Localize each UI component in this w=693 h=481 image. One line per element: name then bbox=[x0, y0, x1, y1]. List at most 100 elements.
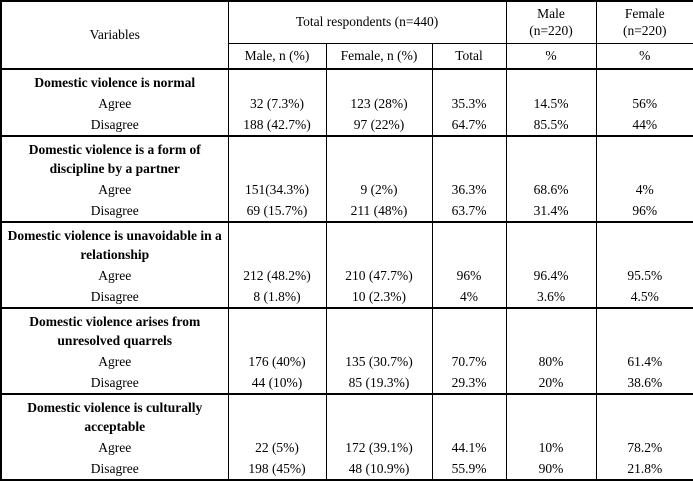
section-title: Domestic violence arises from unresolved… bbox=[0, 307, 229, 351]
table-header: Variables Total respondents (n=440) Male… bbox=[0, 1, 693, 70]
table-row: Disagree 44 (10%) 85 (19.3%) 29.3% 20% 38.6% bbox=[0, 372, 693, 394]
section-title: Domestic violence is a form of disciplin… bbox=[0, 135, 229, 179]
empty-cell bbox=[227, 393, 327, 437]
empty-cell bbox=[325, 393, 433, 437]
table-row: Agree 22 (5%) 172 (39.1%) 44.1% 10% 78.2% bbox=[0, 437, 693, 458]
table-row: Agree 212 (48.2%) 210 (47.7%) 96% 96.4% 95.5% bbox=[0, 265, 693, 286]
row-label: Disagree bbox=[0, 458, 229, 480]
empty-cell bbox=[505, 135, 597, 179]
empty-cell bbox=[227, 307, 327, 351]
cell-value: 63.7% bbox=[431, 200, 507, 222]
cell-value: 188 (42.7%) bbox=[227, 114, 327, 136]
empty-cell bbox=[505, 307, 597, 351]
empty-cell bbox=[227, 68, 327, 93]
empty-cell bbox=[595, 393, 693, 437]
cell-value: 21.8% bbox=[595, 458, 693, 480]
empty-cell bbox=[505, 221, 597, 265]
empty-cell bbox=[227, 135, 327, 179]
cell-value: 38.6% bbox=[595, 372, 693, 394]
subheader-female-percent: % bbox=[595, 43, 693, 70]
table-row: Disagree 69 (15.7%) 211 (48%) 63.7% 31.4% 96% bbox=[0, 200, 693, 222]
cell-value: 96% bbox=[431, 265, 507, 286]
section-title-row: Domestic violence is culturally acceptab… bbox=[0, 393, 693, 437]
section-title-row: Domestic violence is a form of disciplin… bbox=[0, 135, 693, 179]
section-title-row: Domestic violence is unavoidable in a re… bbox=[0, 221, 693, 265]
subheader-total: Total bbox=[431, 43, 507, 70]
cell-value: 64.7% bbox=[431, 114, 507, 136]
cell-value: 123 (28%) bbox=[325, 93, 433, 114]
cell-value: 135 (30.7%) bbox=[325, 351, 433, 372]
empty-cell bbox=[325, 135, 433, 179]
cell-value: 198 (45%) bbox=[227, 458, 327, 480]
cell-value: 4% bbox=[431, 286, 507, 308]
row-label: Agree bbox=[0, 265, 229, 286]
cell-value: 95.5% bbox=[595, 265, 693, 286]
cell-value: 97 (22%) bbox=[325, 114, 433, 136]
row-label: Disagree bbox=[0, 286, 229, 308]
cell-value: 44% bbox=[595, 114, 693, 136]
cell-value: 14.5% bbox=[505, 93, 597, 114]
cell-value: 211 (48%) bbox=[325, 200, 433, 222]
cell-value: 85.5% bbox=[505, 114, 597, 136]
subheader-male-n: Male, n (%) bbox=[227, 43, 327, 70]
cell-value: 31.4% bbox=[505, 200, 597, 222]
table-row: Agree 176 (40%) 135 (30.7%) 70.7% 80% 61.4% bbox=[0, 351, 693, 372]
female-group-header: Female (n=220) bbox=[595, 1, 693, 44]
empty-cell bbox=[325, 221, 433, 265]
cell-value: 44 (10%) bbox=[227, 372, 327, 394]
cell-value: 4.5% bbox=[595, 286, 693, 308]
cell-value: 29.3% bbox=[431, 372, 507, 394]
row-label: Agree bbox=[0, 93, 229, 114]
cell-value: 32 (7.3%) bbox=[227, 93, 327, 114]
cell-value: 55.9% bbox=[431, 458, 507, 480]
cell-value: 3.6% bbox=[505, 286, 597, 308]
cell-value: 172 (39.1%) bbox=[325, 437, 433, 458]
table-row: Disagree 8 (1.8%) 10 (2.3%) 4% 3.6% 4.5% bbox=[0, 286, 693, 308]
section-title: Domestic violence is normal bbox=[0, 68, 229, 93]
empty-cell bbox=[325, 307, 433, 351]
cell-value: 151(34.3%) bbox=[227, 179, 327, 200]
cell-value: 80% bbox=[505, 351, 597, 372]
section-title-row: Domestic violence is normal bbox=[0, 68, 693, 93]
cell-value: 85 (19.3%) bbox=[325, 372, 433, 394]
cell-value: 96% bbox=[595, 200, 693, 222]
cell-value: 212 (48.2%) bbox=[227, 265, 327, 286]
row-label: Agree bbox=[0, 179, 229, 200]
section-title-row: Domestic violence arises from unresolved… bbox=[0, 307, 693, 351]
section-title: Domestic violence is unavoidable in a re… bbox=[0, 221, 229, 265]
cell-value: 10% bbox=[505, 437, 597, 458]
empty-cell bbox=[227, 221, 327, 265]
row-label: Agree bbox=[0, 437, 229, 458]
empty-cell bbox=[431, 68, 507, 93]
row-label: Disagree bbox=[0, 114, 229, 136]
cell-value: 36.3% bbox=[431, 179, 507, 200]
empty-cell bbox=[431, 135, 507, 179]
cell-value: 68.6% bbox=[505, 179, 597, 200]
section-title: Domestic violence is culturally acceptab… bbox=[0, 393, 229, 437]
cell-value: 96.4% bbox=[505, 265, 597, 286]
cell-value: 70.7% bbox=[431, 351, 507, 372]
empty-cell bbox=[595, 68, 693, 93]
row-label: Disagree bbox=[0, 200, 229, 222]
row-label: Agree bbox=[0, 351, 229, 372]
empty-cell bbox=[595, 307, 693, 351]
variables-column-header: Variables bbox=[0, 1, 229, 70]
empty-cell bbox=[431, 307, 507, 351]
empty-cell bbox=[595, 135, 693, 179]
table-row: Disagree 198 (45%) 48 (10.9%) 55.9% 90% 21.8% bbox=[0, 458, 693, 480]
cell-value: 9 (2%) bbox=[325, 179, 433, 200]
cell-value: 78.2% bbox=[595, 437, 693, 458]
cell-value: 20% bbox=[505, 372, 597, 394]
empty-cell bbox=[325, 68, 433, 93]
cell-value: 90% bbox=[505, 458, 597, 480]
cell-value: 69 (15.7%) bbox=[227, 200, 327, 222]
empty-cell bbox=[505, 68, 597, 93]
total-respondents-header: Total respondents (n=440) bbox=[227, 1, 507, 44]
subheader-female-n: Female, n (%) bbox=[325, 43, 433, 70]
cell-value: 4% bbox=[595, 179, 693, 200]
empty-cell bbox=[595, 221, 693, 265]
empty-cell bbox=[431, 221, 507, 265]
subheader-male-percent: % bbox=[505, 43, 597, 70]
table-body: Domestic violence is normal Agree 32 (7.3%… bbox=[0, 68, 693, 480]
